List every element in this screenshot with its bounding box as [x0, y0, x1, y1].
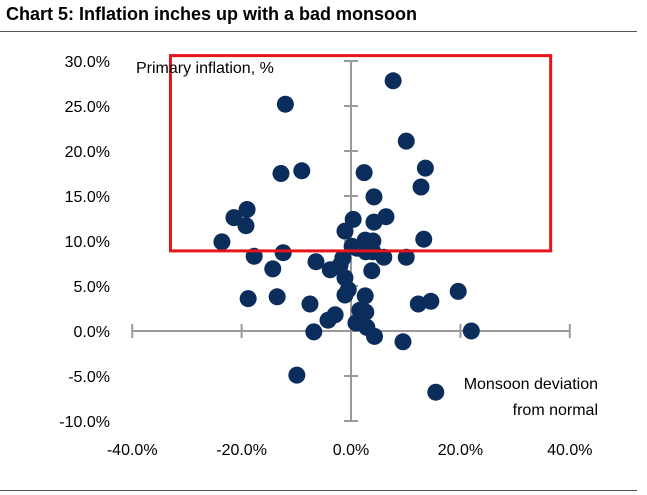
- data-point: [363, 262, 381, 280]
- data-point: [449, 282, 467, 300]
- data-point: [307, 253, 325, 271]
- data-point: [412, 178, 430, 196]
- data-point: [377, 208, 395, 226]
- bottom-divider: [0, 490, 637, 491]
- data-point: [276, 95, 294, 113]
- data-point: [357, 303, 375, 321]
- highlight-box: [168, 54, 553, 253]
- y-tick-label: 10.0%: [65, 234, 110, 251]
- chart-title: Chart 5: Inflation inches up with a bad …: [6, 4, 418, 24]
- y-axis-label: Primary inflation, %: [136, 60, 274, 77]
- y-tick-label: 0.0%: [74, 324, 110, 341]
- data-point: [375, 248, 393, 266]
- data-point: [422, 292, 440, 310]
- x-axis-label-line2: from normal: [513, 402, 598, 419]
- data-point: [213, 233, 231, 251]
- data-point: [268, 288, 286, 306]
- x-tick-label: -40.0%: [107, 442, 158, 459]
- data-point: [272, 165, 290, 182]
- y-tick-label: -10.0%: [59, 414, 110, 431]
- data-point: [416, 159, 434, 177]
- data-point: [356, 287, 374, 305]
- data-point: [288, 366, 306, 384]
- data-point: [334, 249, 352, 267]
- x-tick-label: 40.0%: [547, 442, 592, 459]
- data-point: [366, 327, 384, 345]
- y-tick-label: 30.0%: [65, 54, 110, 71]
- data-point: [397, 132, 415, 150]
- data-point: [319, 311, 337, 329]
- data-point: [427, 383, 445, 401]
- y-tick-label: 15.0%: [65, 189, 110, 206]
- data-point: [293, 162, 311, 180]
- x-tick-label: 20.0%: [438, 442, 483, 459]
- data-point: [225, 209, 243, 227]
- data-point: [355, 164, 373, 182]
- data-point: [305, 323, 323, 341]
- x-tick-label: -20.0%: [216, 442, 267, 459]
- data-point: [336, 286, 354, 304]
- data-point: [336, 222, 354, 240]
- data-point: [415, 230, 433, 248]
- data-point: [239, 290, 257, 308]
- data-point: [397, 248, 415, 266]
- data-point: [384, 72, 402, 90]
- data-point: [462, 322, 480, 340]
- data-point: [394, 333, 412, 351]
- y-tick-label: 5.0%: [74, 279, 110, 296]
- y-tick-label: 25.0%: [65, 99, 110, 116]
- data-point: [264, 260, 282, 278]
- x-tick-label: 0.0%: [333, 442, 369, 459]
- data-point: [365, 188, 383, 206]
- title-divider: [0, 31, 637, 32]
- x-axis-label-line1: Monsoon deviation: [464, 376, 598, 393]
- data-point: [237, 217, 255, 235]
- data-point: [274, 244, 292, 262]
- y-tick-label: 20.0%: [65, 144, 110, 161]
- y-tick-label: -5.0%: [68, 369, 110, 386]
- data-point: [301, 295, 319, 313]
- data-point: [238, 201, 256, 218]
